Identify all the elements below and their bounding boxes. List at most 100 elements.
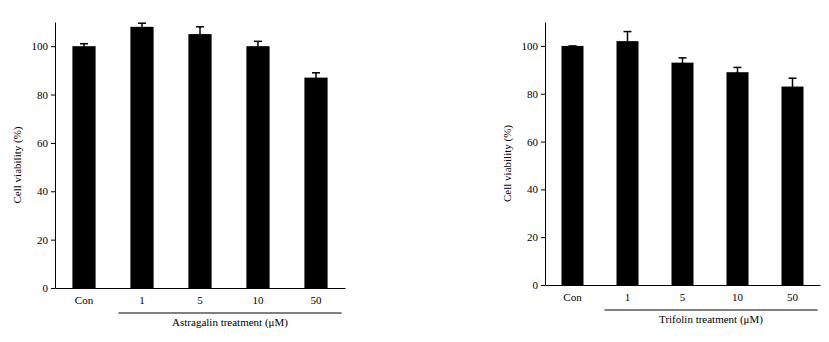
y-tick-mark	[51, 240, 55, 241]
chart: 020406080100Con151050Astragalin treatmen…	[11, 23, 346, 330]
x-tick: 1	[625, 285, 631, 303]
error-bar	[138, 23, 146, 30]
bar	[246, 46, 269, 288]
x-axis: Con 1 5 10 50	[56, 288, 346, 306]
error-bar-cap	[569, 45, 577, 47]
error-bar-cap	[138, 22, 146, 24]
y-tick-mark	[51, 46, 55, 47]
error-bar-stem	[737, 67, 739, 77]
x-tick-label: 1	[139, 294, 145, 306]
error-bar	[196, 27, 204, 42]
bar	[672, 63, 694, 285]
x-tick: 50	[787, 285, 799, 303]
y-tick-label: 60	[527, 136, 539, 148]
bar	[617, 41, 639, 285]
y-axis-line	[545, 23, 546, 286]
bar	[130, 27, 153, 288]
error-bar-cap	[196, 26, 204, 28]
y-tick-mark	[541, 285, 545, 286]
y-tick-mark	[541, 46, 545, 47]
x-tick: 1	[139, 288, 145, 306]
error-bar-stem	[315, 73, 317, 83]
y-tick: 100	[32, 40, 56, 52]
x-tick: Con	[75, 288, 94, 306]
chart: 0 20 40 60 80 100 Con 1 5 10 50 Trifolin treatment …	[501, 23, 821, 327]
error-bar	[254, 41, 262, 51]
bar	[304, 78, 327, 288]
error-bar	[679, 58, 687, 68]
error-bar-cap	[80, 43, 88, 45]
y-axis-title: Cell viability (%)	[501, 125, 514, 202]
figure: 020406080100Con151050Astragalin treatmen…	[0, 0, 829, 342]
error-bar	[312, 73, 320, 83]
x-tick: 5	[680, 285, 686, 303]
x-tick: 50	[311, 288, 323, 306]
error-bar-cap	[624, 31, 632, 33]
error-bar-stem	[627, 32, 629, 51]
y-tick-label: 80	[527, 88, 539, 100]
error-bar	[734, 67, 742, 77]
y-tick-mark	[51, 95, 55, 96]
error-bar-stem	[141, 23, 143, 30]
error-bar-stem	[682, 58, 684, 68]
x-tick-label: 50	[787, 291, 799, 303]
y-axis-line	[55, 23, 56, 289]
x-tick-label: 5	[680, 291, 686, 303]
error-bar-cap	[254, 41, 262, 43]
x-tick: Con	[563, 285, 582, 303]
x-tick: 10	[732, 285, 744, 303]
x-axis-title: Astragalin treatment (μM)	[172, 316, 288, 329]
y-tick-mark	[51, 191, 55, 192]
error-bar	[80, 44, 88, 49]
x-tick-label: 1	[625, 291, 631, 303]
y-axis: 0 20 40 60 80 100	[522, 23, 546, 292]
error-bar	[789, 78, 797, 95]
y-tick-label: 60	[37, 137, 49, 149]
treatment-bracket	[118, 313, 341, 314]
bar	[782, 87, 804, 285]
bar	[727, 72, 749, 285]
y-tick-mark	[541, 142, 545, 143]
y-tick-mark	[541, 237, 545, 238]
y-tick-mark	[51, 143, 55, 144]
error-bar	[569, 45, 577, 46]
y-tick-label: 100	[522, 40, 539, 52]
y-tick-mark	[541, 189, 545, 190]
y-tick: 40	[37, 185, 55, 197]
y-tick: 0	[43, 282, 56, 294]
error-bar-cap	[312, 72, 320, 74]
x-tick-label: Con	[75, 294, 94, 306]
treatment-bracket	[605, 310, 818, 311]
x-axis-line	[56, 288, 346, 289]
y-tick: 100	[522, 40, 546, 52]
bar	[562, 46, 584, 285]
error-bar-cap	[679, 57, 687, 59]
y-tick-label: 20	[527, 231, 539, 243]
y-tick-label: 20	[37, 234, 49, 246]
y-tick-label: 100	[32, 40, 49, 52]
y-tick: 80	[527, 88, 545, 100]
x-tick-label: 10	[732, 291, 744, 303]
y-axis: 020406080100	[32, 23, 56, 295]
error-bar-stem	[792, 78, 794, 95]
x-tick: 10	[253, 288, 265, 306]
y-tick-mark	[51, 288, 55, 289]
x-tick-label: Con	[563, 291, 582, 303]
y-tick-label: 0	[43, 282, 49, 294]
x-tick-label: 10	[253, 294, 265, 306]
y-tick: 0	[533, 279, 546, 291]
y-tick: 20	[527, 231, 545, 243]
y-tick-label: 40	[527, 183, 539, 195]
y-tick: 60	[37, 137, 55, 149]
x-axis: Con 1 5 10 50	[546, 285, 821, 303]
y-tick-mark	[541, 94, 545, 95]
x-axis-title: Trifolin treatment (μM)	[659, 313, 763, 326]
error-bar-cap	[789, 77, 797, 79]
bar	[188, 34, 211, 288]
y-tick: 60	[527, 136, 545, 148]
error-bar-cap	[734, 67, 742, 69]
x-tick: 5	[197, 288, 203, 306]
y-tick-label: 40	[37, 185, 49, 197]
x-tick-label: 50	[311, 294, 323, 306]
y-axis-title: Cell viability (%)	[11, 126, 24, 203]
